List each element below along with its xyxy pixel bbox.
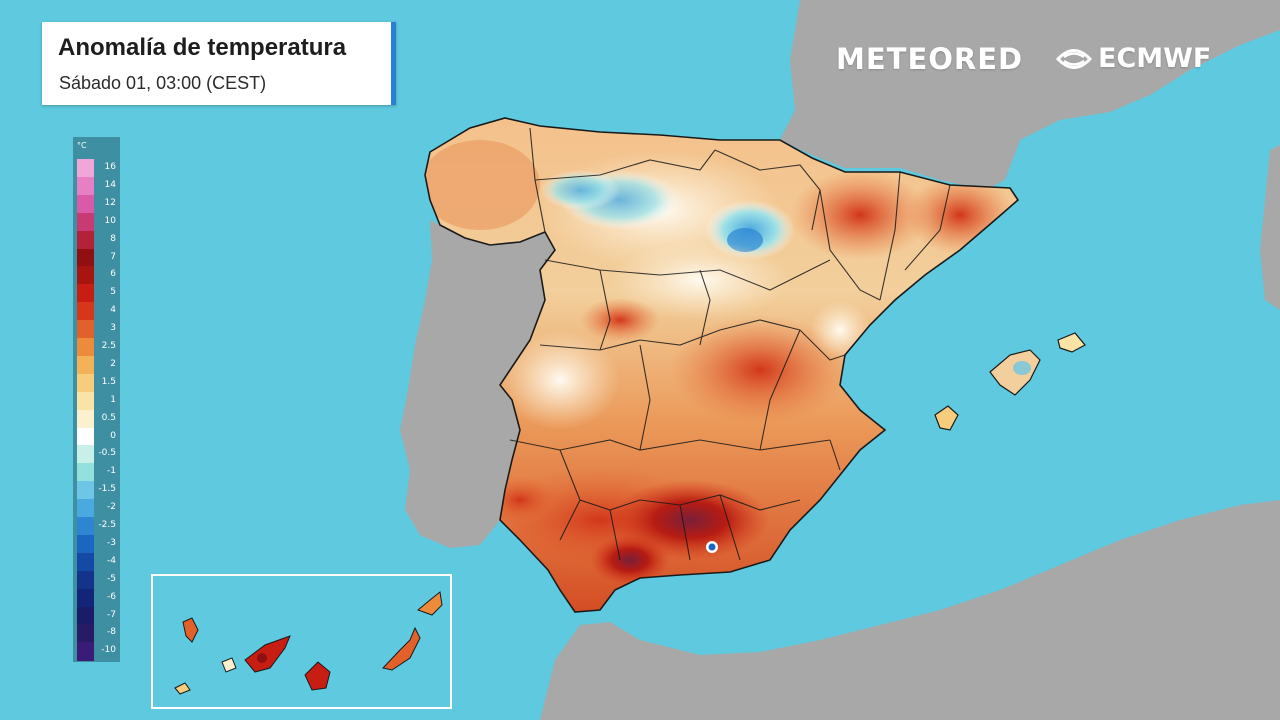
legend-label: -0.5 bbox=[98, 448, 116, 459]
canary-islands-inset-frame bbox=[151, 574, 452, 709]
legend-label: 7 bbox=[110, 251, 116, 262]
legend-swatch bbox=[77, 463, 94, 482]
legend-label: 10 bbox=[104, 215, 116, 226]
legend-label: -4 bbox=[107, 555, 116, 566]
color-scale-legend: °C 16 14 12 10 8 7 6 5 4 3 2.5 2 1.5 1 0.5 0 -0.5 -1 -1.5 -… bbox=[73, 137, 120, 662]
portugal-landmass bbox=[400, 220, 555, 548]
legend-label: -6 bbox=[107, 591, 116, 602]
legend-label: -10 bbox=[101, 645, 116, 656]
france-landmass bbox=[780, 0, 1280, 190]
legend-swatch bbox=[77, 194, 94, 214]
legend-label: -7 bbox=[107, 609, 116, 620]
legend-swatch bbox=[77, 284, 94, 303]
legend-swatch bbox=[77, 481, 94, 500]
legend-label: -2.5 bbox=[98, 520, 116, 530]
spain-anomaly-field bbox=[425, 118, 1018, 612]
legend-swatch bbox=[77, 338, 94, 357]
legend-swatch bbox=[77, 230, 94, 249]
sardinia-edge bbox=[1260, 145, 1280, 310]
map-title: Anomalía de temperatura bbox=[58, 34, 347, 61]
legend-swatch bbox=[77, 266, 94, 285]
map-title-box: Anomalía de temperatura Sábado 01, 03:00… bbox=[42, 22, 396, 105]
legend-swatch bbox=[77, 642, 94, 661]
legend-swatch bbox=[77, 176, 94, 196]
legend-swatch bbox=[77, 355, 94, 375]
legend-swatch bbox=[77, 391, 94, 411]
legend-swatch bbox=[77, 445, 94, 464]
legend-label: 14 bbox=[104, 179, 116, 190]
north-africa-landmass bbox=[540, 500, 1280, 720]
legend-swatch bbox=[77, 302, 94, 321]
legend-label: 12 bbox=[104, 197, 116, 208]
legend-swatch bbox=[77, 159, 94, 178]
legend-swatch bbox=[77, 517, 94, 536]
legend-swatch bbox=[77, 499, 94, 518]
legend-swatch bbox=[77, 212, 94, 232]
legend-label: -2 bbox=[107, 502, 116, 513]
balearic-islands bbox=[934, 332, 1086, 431]
spain-outline bbox=[424, 117, 1020, 613]
legend-label: -3 bbox=[107, 537, 116, 548]
legend-label: 8 bbox=[110, 233, 116, 244]
legend-label: 1.5 bbox=[101, 376, 116, 387]
legend-swatch bbox=[77, 320, 94, 339]
legend-label: 0.5 bbox=[101, 412, 116, 423]
legend-swatch bbox=[77, 534, 94, 554]
legend-label: -1.5 bbox=[98, 484, 116, 495]
legend-swatch bbox=[77, 427, 94, 446]
legend-label: 4 bbox=[110, 305, 116, 316]
legend-swatch bbox=[77, 248, 94, 267]
legend-label: 3 bbox=[110, 323, 116, 334]
map-timestamp: Sábado 01, 03:00 (CEST) bbox=[59, 73, 267, 93]
legend-swatch bbox=[77, 373, 94, 393]
legend-swatch bbox=[77, 570, 94, 590]
ecmwf-logo-text: ECMWF bbox=[1098, 43, 1212, 74]
canary-islands bbox=[174, 591, 443, 695]
ecmwf-swirl-icon bbox=[1055, 49, 1093, 69]
legend-label: -8 bbox=[107, 627, 116, 638]
legend-label: 2.5 bbox=[101, 341, 116, 351]
legend-label: 5 bbox=[110, 287, 116, 298]
legend-swatch bbox=[77, 588, 94, 607]
legend-swatch bbox=[77, 606, 94, 625]
legend-label: 16 bbox=[104, 162, 116, 172]
legend-label: 6 bbox=[110, 269, 116, 280]
legend-label: 0 bbox=[110, 430, 116, 441]
legend-label: -1 bbox=[107, 466, 116, 477]
meteored-logo: METEORED bbox=[836, 42, 1024, 76]
legend-swatch bbox=[77, 409, 94, 428]
legend-label: -5 bbox=[107, 573, 116, 584]
legend-swatch bbox=[77, 624, 94, 643]
legend-swatch bbox=[77, 552, 94, 572]
regional-borders bbox=[509, 127, 951, 561]
legend-unit: °C bbox=[77, 141, 87, 150]
legend-label: 1 bbox=[110, 394, 116, 405]
legend-label: 2 bbox=[110, 358, 116, 369]
